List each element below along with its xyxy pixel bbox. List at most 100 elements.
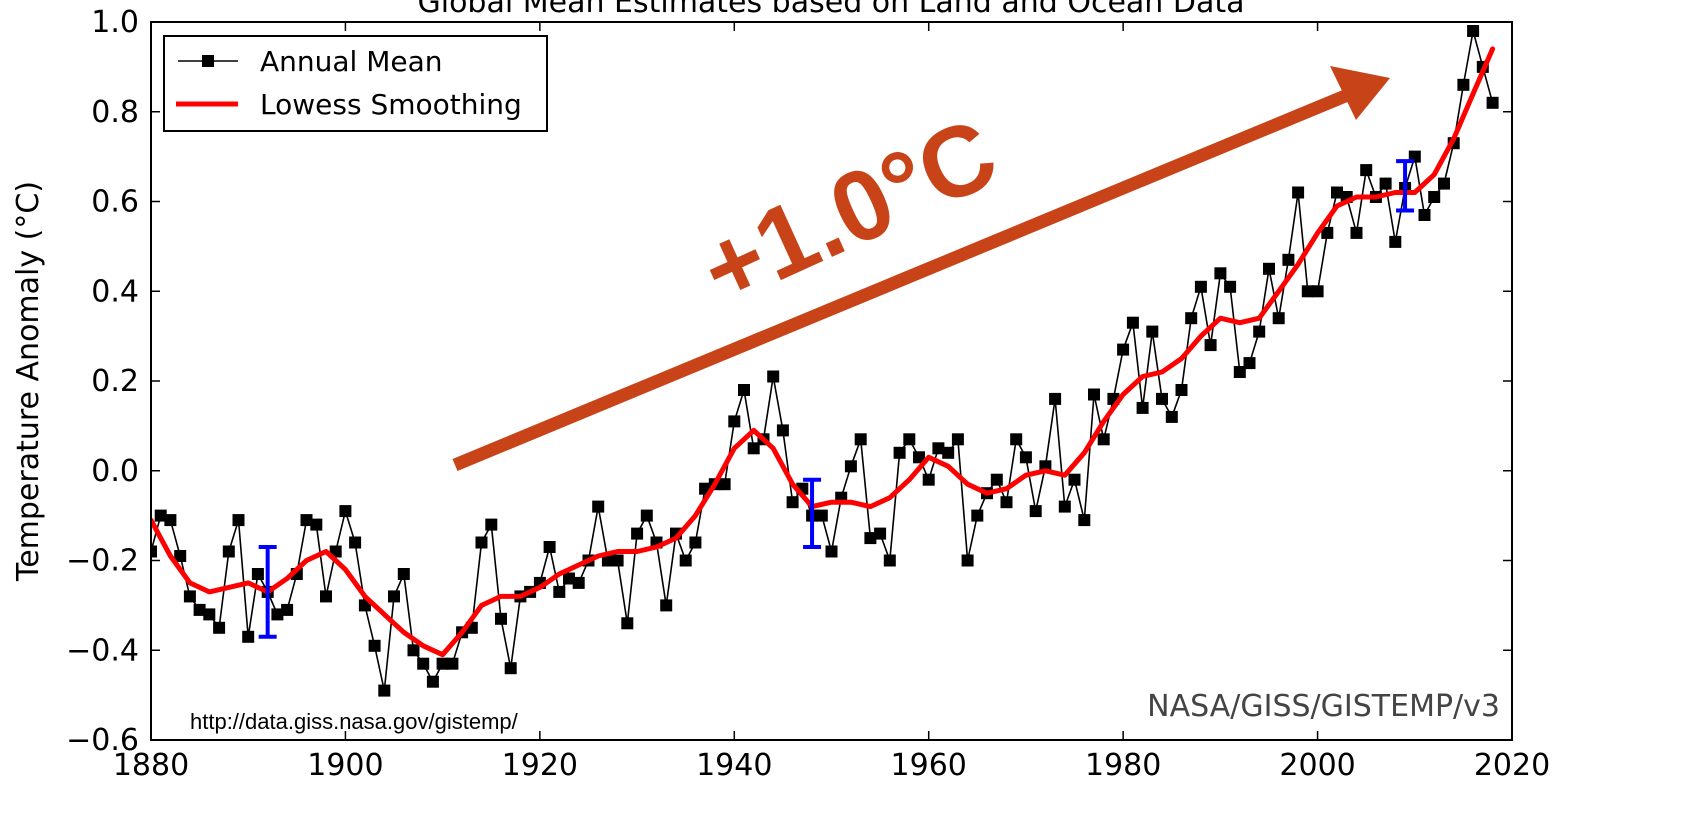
annual-mean-point (553, 585, 566, 598)
annual-mean-point (592, 500, 605, 513)
annual-mean-point (1088, 388, 1100, 401)
annual-mean-point (631, 527, 644, 540)
annual-mean-point (1350, 226, 1363, 239)
annual-mean-point (718, 478, 731, 491)
annual-mean-point (1428, 191, 1441, 203)
annual-mean-point (1068, 473, 1081, 486)
annual-mean-point (1282, 253, 1295, 266)
annual-mean-point (1224, 280, 1237, 293)
annual-mean-point (922, 473, 935, 486)
y-tick-label: 0.0 (91, 454, 139, 489)
annual-mean-point (660, 599, 673, 612)
x-tick-label: 1960 (891, 748, 967, 783)
annual-mean-point (504, 662, 517, 675)
plot-frame (150, 21, 1513, 741)
y-tick-label: −0.6 (66, 723, 139, 758)
annual-mean-point (1253, 325, 1266, 338)
annual-mean-point (1194, 280, 1207, 293)
annual-mean-point (1331, 186, 1343, 199)
annual-mean-point (893, 446, 906, 459)
annual-mean-point (767, 370, 780, 383)
annual-mean-point (1097, 433, 1110, 446)
annual-mean-point (1185, 312, 1198, 325)
annual-mean-point (183, 590, 196, 603)
y-tick-label: 1.0 (91, 5, 139, 40)
annual-mean-point (563, 572, 575, 585)
annual-mean-point (883, 554, 896, 567)
trend-arrow-shaft (452, 87, 1353, 472)
legend: Annual Mean Lowess Smoothing (163, 35, 548, 132)
y-tick-label: 0.6 (91, 185, 139, 220)
annual-mean-point (990, 473, 1003, 486)
trend-label: +1.0°C (685, 97, 1013, 327)
annual-mean-point (1438, 177, 1450, 190)
annual-mean-point (1379, 177, 1392, 190)
x-tick-label: 1940 (696, 748, 772, 783)
annual-mean-point (1175, 384, 1188, 396)
annual-mean-point (1010, 433, 1023, 446)
chart-title: Global Mean Estimates based on Land and … (418, 0, 1245, 20)
annual-mean-point (572, 576, 585, 589)
trend-arrow (452, 66, 1390, 472)
annual-mean-point (1165, 410, 1178, 423)
legend-annual-marker (202, 55, 214, 67)
annual-mean-point (601, 554, 614, 567)
annual-mean-point (621, 617, 634, 630)
y-tick-label: −0.2 (66, 544, 139, 579)
annual-mean-point (951, 433, 964, 446)
annual-mean-point (1263, 262, 1275, 275)
annual-mean-point (932, 442, 945, 455)
x-tick-label: 1900 (307, 748, 383, 783)
annual-mean-point (251, 568, 264, 580)
annual-mean-point (242, 630, 255, 643)
annual-mean-point (281, 603, 294, 616)
x-tick-label: 2000 (1279, 748, 1355, 783)
annual-mean-point (407, 644, 420, 657)
annual-mean-point (1126, 316, 1139, 329)
annual-mean-point (747, 442, 760, 455)
annual-mean-point (1389, 235, 1402, 248)
tick-labels: 1880 1900 1920 1940 1960 1980 2000 2020 −0.6 −0.4… (66, 5, 1550, 783)
x-tick-label: 2020 (1474, 748, 1550, 783)
annual-mean-point (339, 505, 352, 518)
annual-mean-point (320, 590, 332, 603)
annual-mean-point (1136, 401, 1149, 414)
y-tick-label: 0.8 (91, 95, 139, 130)
annual-mean-point (640, 509, 653, 522)
y-tick-label: 0.2 (91, 364, 139, 399)
annual-mean-point (874, 527, 887, 540)
annual-mean-point (1321, 226, 1334, 239)
error-bar (258, 545, 277, 639)
annual-mean-point (368, 639, 381, 652)
annual-mean-point (786, 496, 799, 509)
annual-mean-point (417, 657, 430, 670)
annual-mean-point (825, 545, 838, 558)
annual-mean-point (300, 514, 313, 527)
annual-mean-point (1467, 25, 1480, 37)
annual-mean-point (864, 532, 877, 545)
error-bar (803, 477, 822, 550)
plot-area (151, 25, 1499, 697)
annual-mean-point (388, 590, 400, 603)
annual-mean-point (1156, 392, 1168, 405)
annual-mean-point (1000, 496, 1013, 509)
source-credit: NASA/GISS/GISTEMP/v3 (1147, 689, 1500, 724)
annual-mean-point (446, 657, 459, 670)
annual-mean-point (1146, 325, 1159, 338)
y-tick-label: 0.4 (91, 274, 139, 309)
annual-mean-markers (151, 25, 1499, 697)
annual-mean-point (271, 608, 284, 621)
annual-mean-point (232, 514, 245, 527)
x-tick-label: 1880 (113, 748, 189, 783)
y-tick-label: −0.4 (66, 633, 139, 668)
annual-mean-point (854, 433, 867, 446)
annual-mean-point (903, 433, 916, 446)
trend-arrow-head (1330, 66, 1390, 120)
annual-mean-point (485, 518, 498, 531)
annual-mean-point (689, 536, 702, 549)
annual-mean-point (1272, 312, 1285, 325)
annual-mean-point (193, 603, 206, 616)
legend-annual-label: Annual Mean (260, 45, 443, 78)
annual-mean-point (1360, 164, 1373, 177)
